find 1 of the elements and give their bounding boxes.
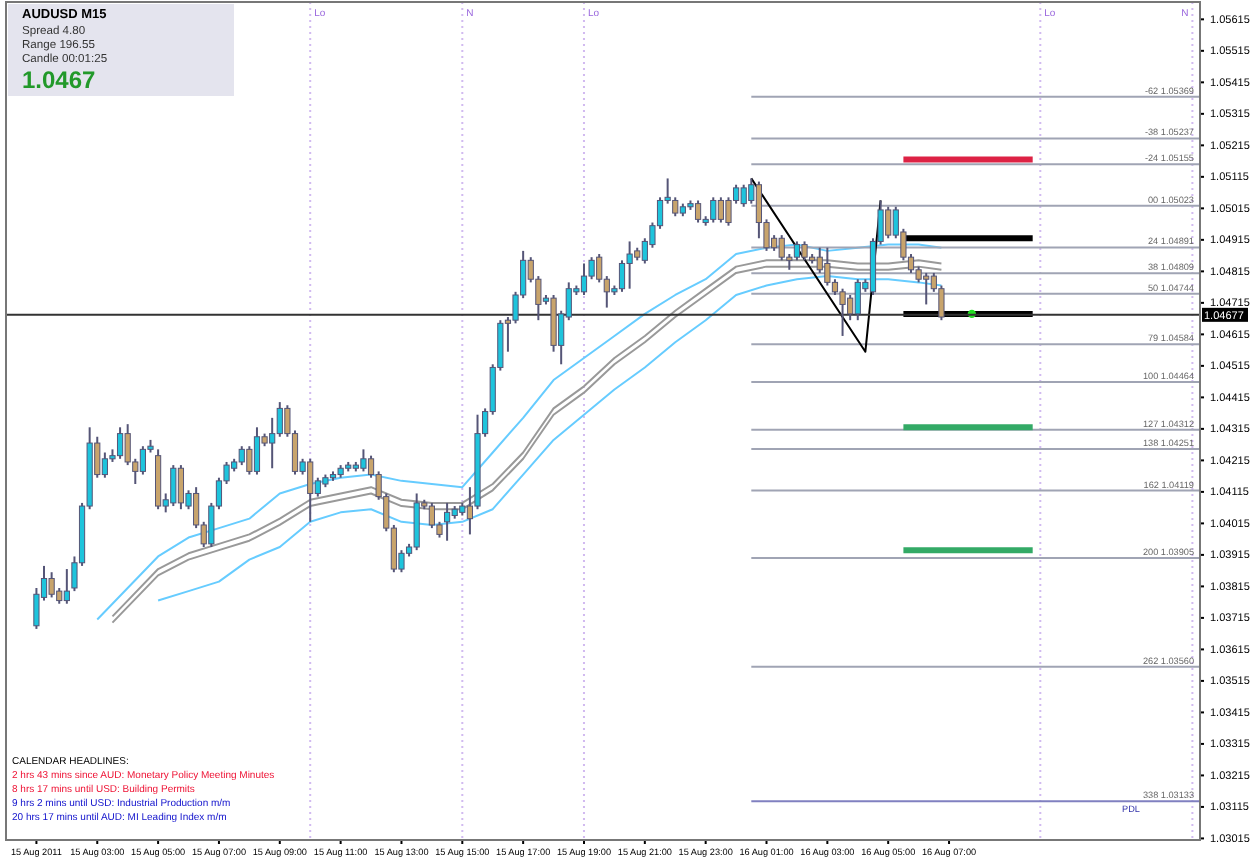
- annotation: 1.0467: [22, 66, 97, 94]
